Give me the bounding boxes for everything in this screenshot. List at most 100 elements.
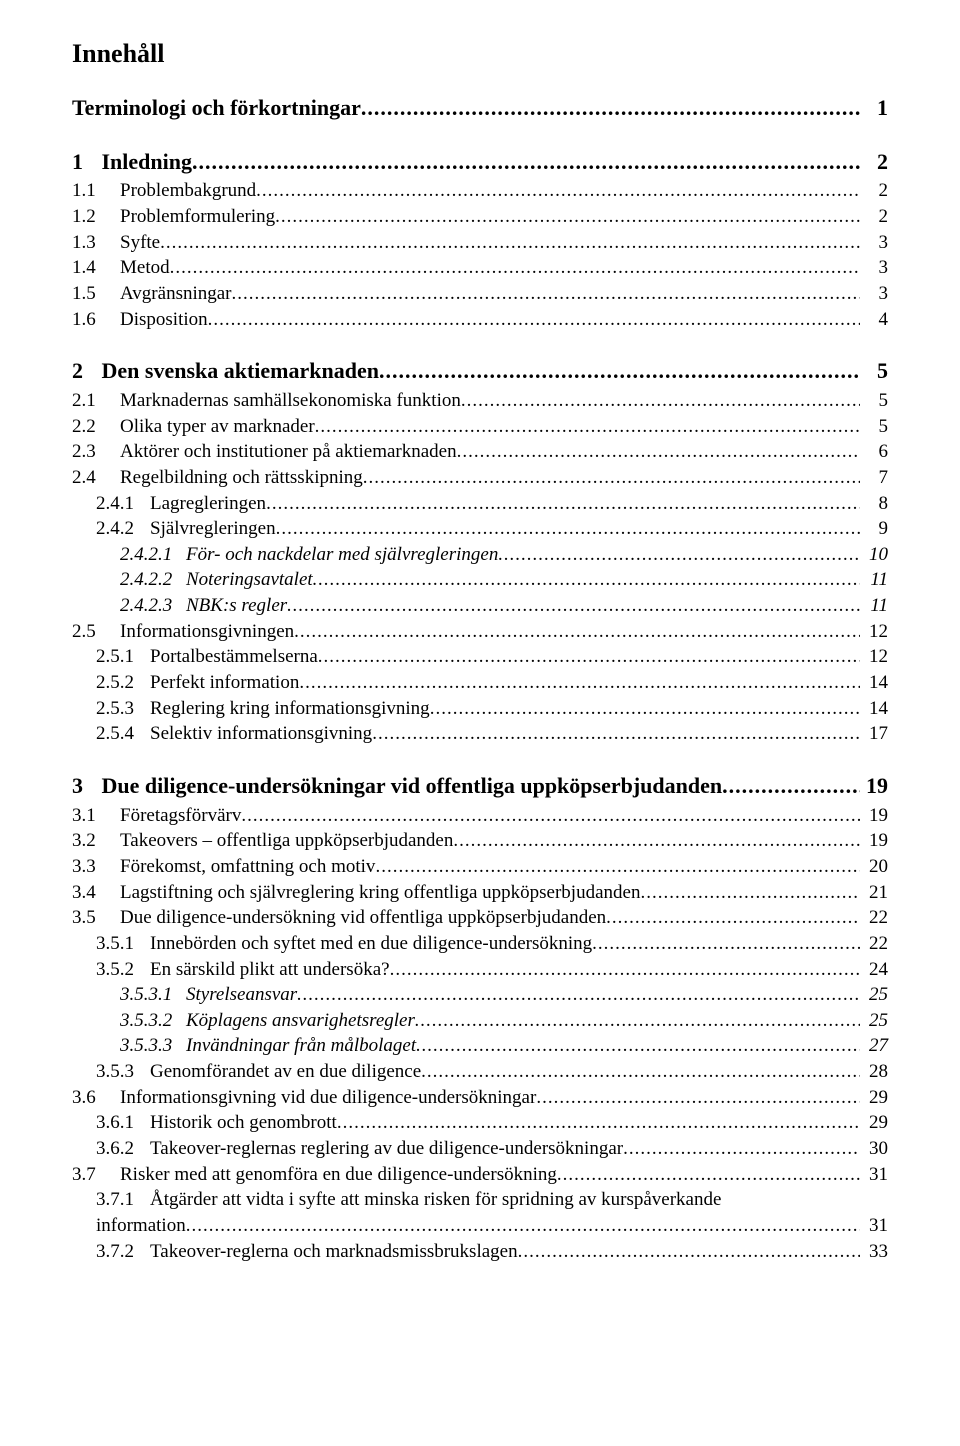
toc-leader — [318, 644, 860, 670]
toc-number: 2 — [72, 356, 96, 386]
toc-number: 1.5 — [72, 281, 120, 307]
toc-label: 2.4.2Självregleringen — [96, 516, 276, 542]
toc-entry: 3.5.1Innebörden och syftet med en due di… — [72, 931, 888, 957]
toc-number: 2.5.3 — [96, 696, 150, 722]
toc-entry: 2.4.1Lagregleringen8 — [72, 491, 888, 517]
toc-number: 3.7.1 — [96, 1187, 150, 1213]
toc-entry: 3.5.3Genomförandet av en due diligence28 — [72, 1059, 888, 1085]
toc-label: 2.5.3Reglering kring informationsgivning — [96, 696, 430, 722]
toc-leader — [186, 1213, 860, 1239]
toc-number: 3.5.1 — [96, 931, 150, 957]
toc-text: Informationsgivningen — [120, 621, 294, 642]
toc-leader — [275, 204, 860, 230]
toc-entry: 1 Inledning2 — [72, 147, 888, 177]
toc-page: 21 — [860, 880, 888, 906]
toc-label: 2.4.2.2Noteringsavtalet — [120, 567, 313, 593]
toc-entry: 3.5.3.2Köplagens ansvarighetsregler25 — [72, 1008, 888, 1034]
toc-entry: 2.1Marknadernas samhällsekonomiska funkt… — [72, 388, 888, 414]
toc-number: 2.4.1 — [96, 491, 150, 517]
toc-text: Företagsförvärv — [120, 805, 241, 826]
toc-text: Reglering kring informationsgivning — [150, 698, 430, 719]
toc-text: Metod — [120, 257, 170, 278]
toc-entry: 3.1Företagsförvärv19 — [72, 803, 888, 829]
toc-text: Styrelseansvar — [186, 984, 297, 1005]
toc-label: 1.4Metod — [72, 255, 170, 281]
toc-label: 1.6Disposition — [72, 307, 208, 333]
toc-page: 25 — [860, 1008, 888, 1034]
toc-text: Historik och genombrott — [150, 1112, 337, 1133]
toc-label: 1.3Syfte — [72, 230, 160, 256]
toc-number: 1.4 — [72, 255, 120, 281]
toc-leader — [421, 1059, 860, 1085]
toc-page: 11 — [860, 593, 888, 619]
toc-text: Takeover-reglerna och marknadsmissbruksl… — [150, 1241, 518, 1262]
toc-page: 27 — [860, 1033, 888, 1059]
toc-label: 2.5.2Perfekt information — [96, 670, 299, 696]
toc-label: 3.6Informationsgivning vid due diligence… — [72, 1085, 536, 1111]
toc-page: 19 — [860, 828, 888, 854]
toc-text: Syfte — [120, 232, 160, 253]
toc-leader — [170, 255, 860, 281]
toc-number: 1 — [72, 147, 96, 177]
toc-label: 3.7.2Takeover-reglerna och marknadsmissb… — [96, 1239, 518, 1265]
toc-entry: 2.4.2Självregleringen9 — [72, 516, 888, 542]
toc-page: 19 — [860, 803, 888, 829]
toc-entry: 3.5Due diligence-undersökning vid offent… — [72, 905, 888, 931]
toc-leader — [315, 414, 860, 440]
toc-leader — [256, 178, 860, 204]
toc-number: 2.5.1 — [96, 644, 150, 670]
toc-text: Genomförandet av en due diligence — [150, 1061, 421, 1082]
toc-entry: 3.7.1Åtgärder att vidta i syfte att mins… — [72, 1187, 888, 1213]
toc-leader — [337, 1110, 860, 1136]
toc-page: 4 — [860, 307, 888, 333]
toc-text: Takeover-reglernas reglering av due dili… — [150, 1138, 623, 1159]
toc-leader — [241, 803, 860, 829]
toc-number: 1.1 — [72, 178, 120, 204]
toc-label: 1.1Problembakgrund — [72, 178, 256, 204]
toc-label: 2.2Olika typer av marknader — [72, 414, 315, 440]
toc-label: 3.5.3.3Invändningar från målbolaget — [120, 1033, 416, 1059]
toc-page: 24 — [860, 957, 888, 983]
toc-page: 22 — [860, 905, 888, 931]
toc-entry: 3.5.3.3Invändningar från målbolaget 27 — [72, 1033, 888, 1059]
toc-label: 3.2Takeovers – offentliga uppköpserbjuda… — [72, 828, 453, 854]
toc-leader — [313, 567, 860, 593]
toc-entry: 3.6.1Historik och genombrott29 — [72, 1110, 888, 1136]
toc-leader — [363, 465, 860, 491]
toc-entry: 3.6Informationsgivning vid due diligence… — [72, 1085, 888, 1111]
toc-entry: 1.2Problemformulering2 — [72, 204, 888, 230]
toc-leader — [276, 516, 860, 542]
toc-text: Självregleringen — [150, 518, 276, 539]
toc-number: 2.4.2 — [96, 516, 150, 542]
toc-text: Köplagens ansvarighetsregler — [186, 1010, 415, 1031]
toc-entry: 1.3Syfte3 — [72, 230, 888, 256]
toc-page: 30 — [860, 1136, 888, 1162]
toc-entry: 3.6.2Takeover-reglernas reglering av due… — [72, 1136, 888, 1162]
toc-label: 2.5Informationsgivningen — [72, 619, 294, 645]
toc-leader — [266, 491, 860, 517]
toc-number: 3.6.1 — [96, 1110, 150, 1136]
toc-label: 2.4.1Lagregleringen — [96, 491, 266, 517]
toc-label: 3.5Due diligence-undersökning vid offent… — [72, 905, 606, 931]
toc-leader — [592, 931, 860, 957]
toc-text: Risker med att genomföra en due diligenc… — [120, 1164, 557, 1185]
toc-label: 3.4Lagstiftning och självreglering kring… — [72, 880, 640, 906]
toc-entry: 2.4.2.3NBK:s regler11 — [72, 593, 888, 619]
toc-entry: 1.6Disposition 4 — [72, 307, 888, 333]
toc-page: 3 — [860, 255, 888, 281]
toc-number: 3.4 — [72, 880, 120, 906]
toc-number: 3.7 — [72, 1162, 120, 1188]
toc-text: Aktörer och institutioner på aktiemarkna… — [120, 441, 457, 462]
toc-leader — [208, 307, 860, 333]
toc-text: Takeovers – offentliga uppköpserbjudande… — [120, 830, 453, 851]
toc-leader — [453, 828, 860, 854]
toc-label: 2.3Aktörer och institutioner på aktiemar… — [72, 439, 457, 465]
toc-number: 3.5.3.3 — [120, 1033, 186, 1059]
toc-entry: 3 Due diligence-undersökningar vid offen… — [72, 771, 888, 801]
toc-leader — [623, 1136, 860, 1162]
toc-entry: 2.2Olika typer av marknader5 — [72, 414, 888, 440]
toc-label: 3.5.2En särskild plikt att undersöka? — [96, 957, 390, 983]
toc-leader — [416, 1033, 860, 1059]
toc-entry: Terminologi och förkortningar1 — [72, 93, 888, 123]
toc-text: Selektiv informationsgivning — [150, 723, 372, 744]
